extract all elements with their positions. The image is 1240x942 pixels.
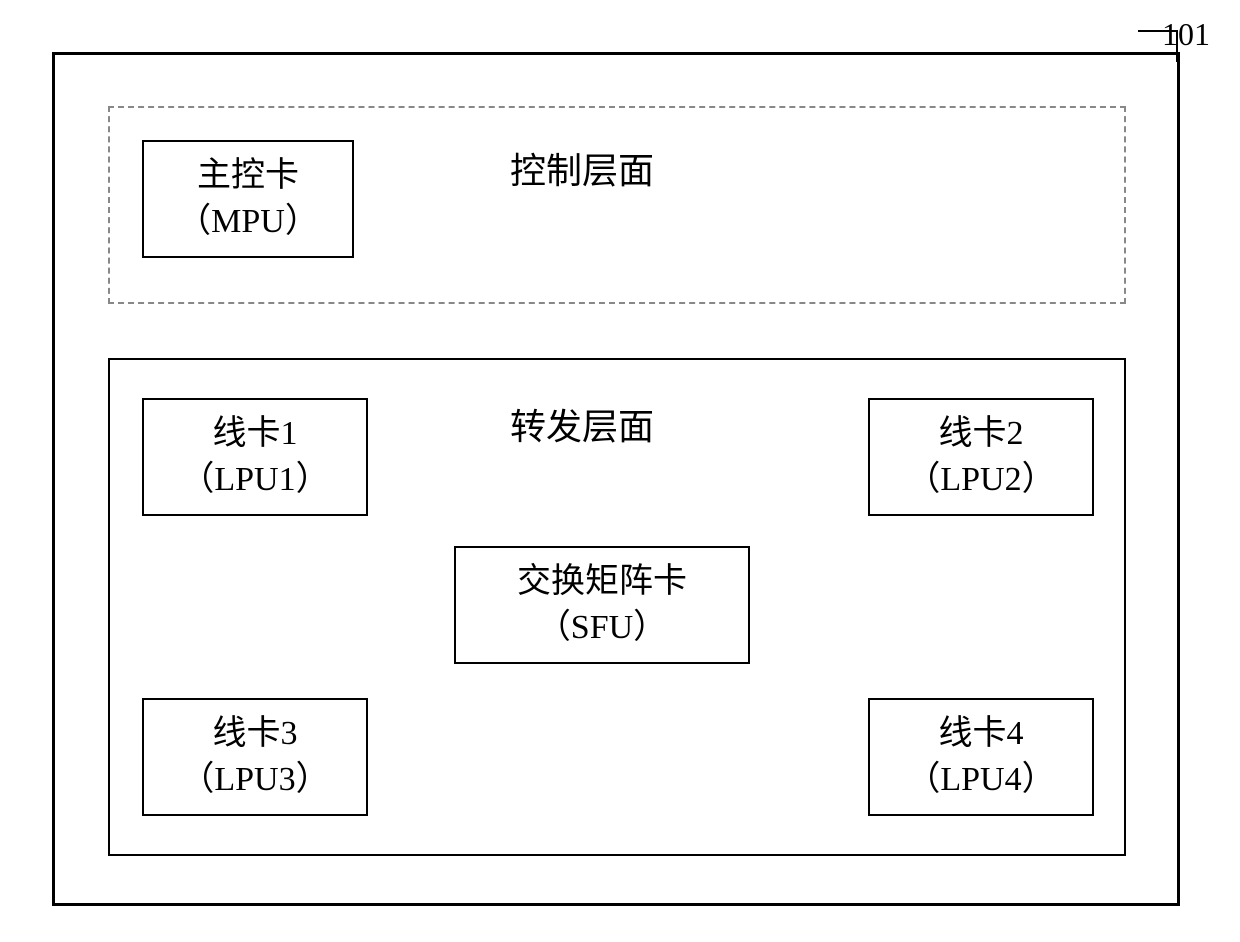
forward-block-lpu4: 线卡4（LPU4）: [868, 698, 1094, 816]
block-line1: 线卡3: [213, 711, 298, 757]
block-line1: 主控卡: [197, 153, 299, 199]
block-line1: 交换矩阵卡: [517, 559, 687, 605]
forward-block-sfu: 交换矩阵卡（SFU）: [454, 546, 750, 664]
control-plane-title: 控制层面: [510, 142, 654, 194]
block-line1: 线卡2: [939, 411, 1024, 457]
block-line2: （LPU1）: [180, 457, 329, 503]
forward-block-lpu3: 线卡3（LPU3）: [142, 698, 368, 816]
block-line2: （LPU2）: [906, 457, 1055, 503]
control-block-mpu: 主控卡（MPU）: [142, 140, 354, 258]
block-line2: （LPU3）: [180, 757, 329, 803]
block-line1: 线卡1: [213, 411, 298, 457]
block-line2: （SFU）: [537, 605, 667, 651]
forward-block-lpu1: 线卡1（LPU1）: [142, 398, 368, 516]
block-line1: 线卡4: [939, 711, 1024, 757]
forward-plane-title: 转发层面: [510, 398, 654, 450]
forward-block-lpu2: 线卡2（LPU2）: [868, 398, 1094, 516]
block-line2: （MPU）: [177, 199, 319, 245]
block-line2: （LPU4）: [906, 757, 1055, 803]
